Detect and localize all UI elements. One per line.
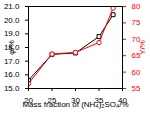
svg-text:20.0: 20.0: [4, 16, 20, 25]
svg-text:21.0: 21.0: [4, 2, 20, 11]
svg-text:55: 55: [132, 84, 141, 93]
svg-text:15.0: 15.0: [4, 84, 20, 93]
svg-text:Mass fraction of (NH₄)₂SO₄/%: Mass fraction of (NH₄)₂SO₄/%: [22, 100, 128, 109]
svg-text:17.0: 17.0: [4, 57, 20, 66]
svg-text:Y/%: Y/%: [138, 40, 147, 55]
svg-text:16.0: 16.0: [4, 70, 20, 79]
svg-text:60: 60: [132, 68, 141, 77]
svg-text:φ/%: φ/%: [7, 40, 16, 55]
svg-text:75: 75: [132, 18, 141, 27]
svg-text:19.0: 19.0: [4, 29, 20, 38]
svg-text:70: 70: [131, 34, 141, 44]
svg-text:65: 65: [131, 51, 141, 61]
svg-text:80: 80: [132, 2, 141, 11]
